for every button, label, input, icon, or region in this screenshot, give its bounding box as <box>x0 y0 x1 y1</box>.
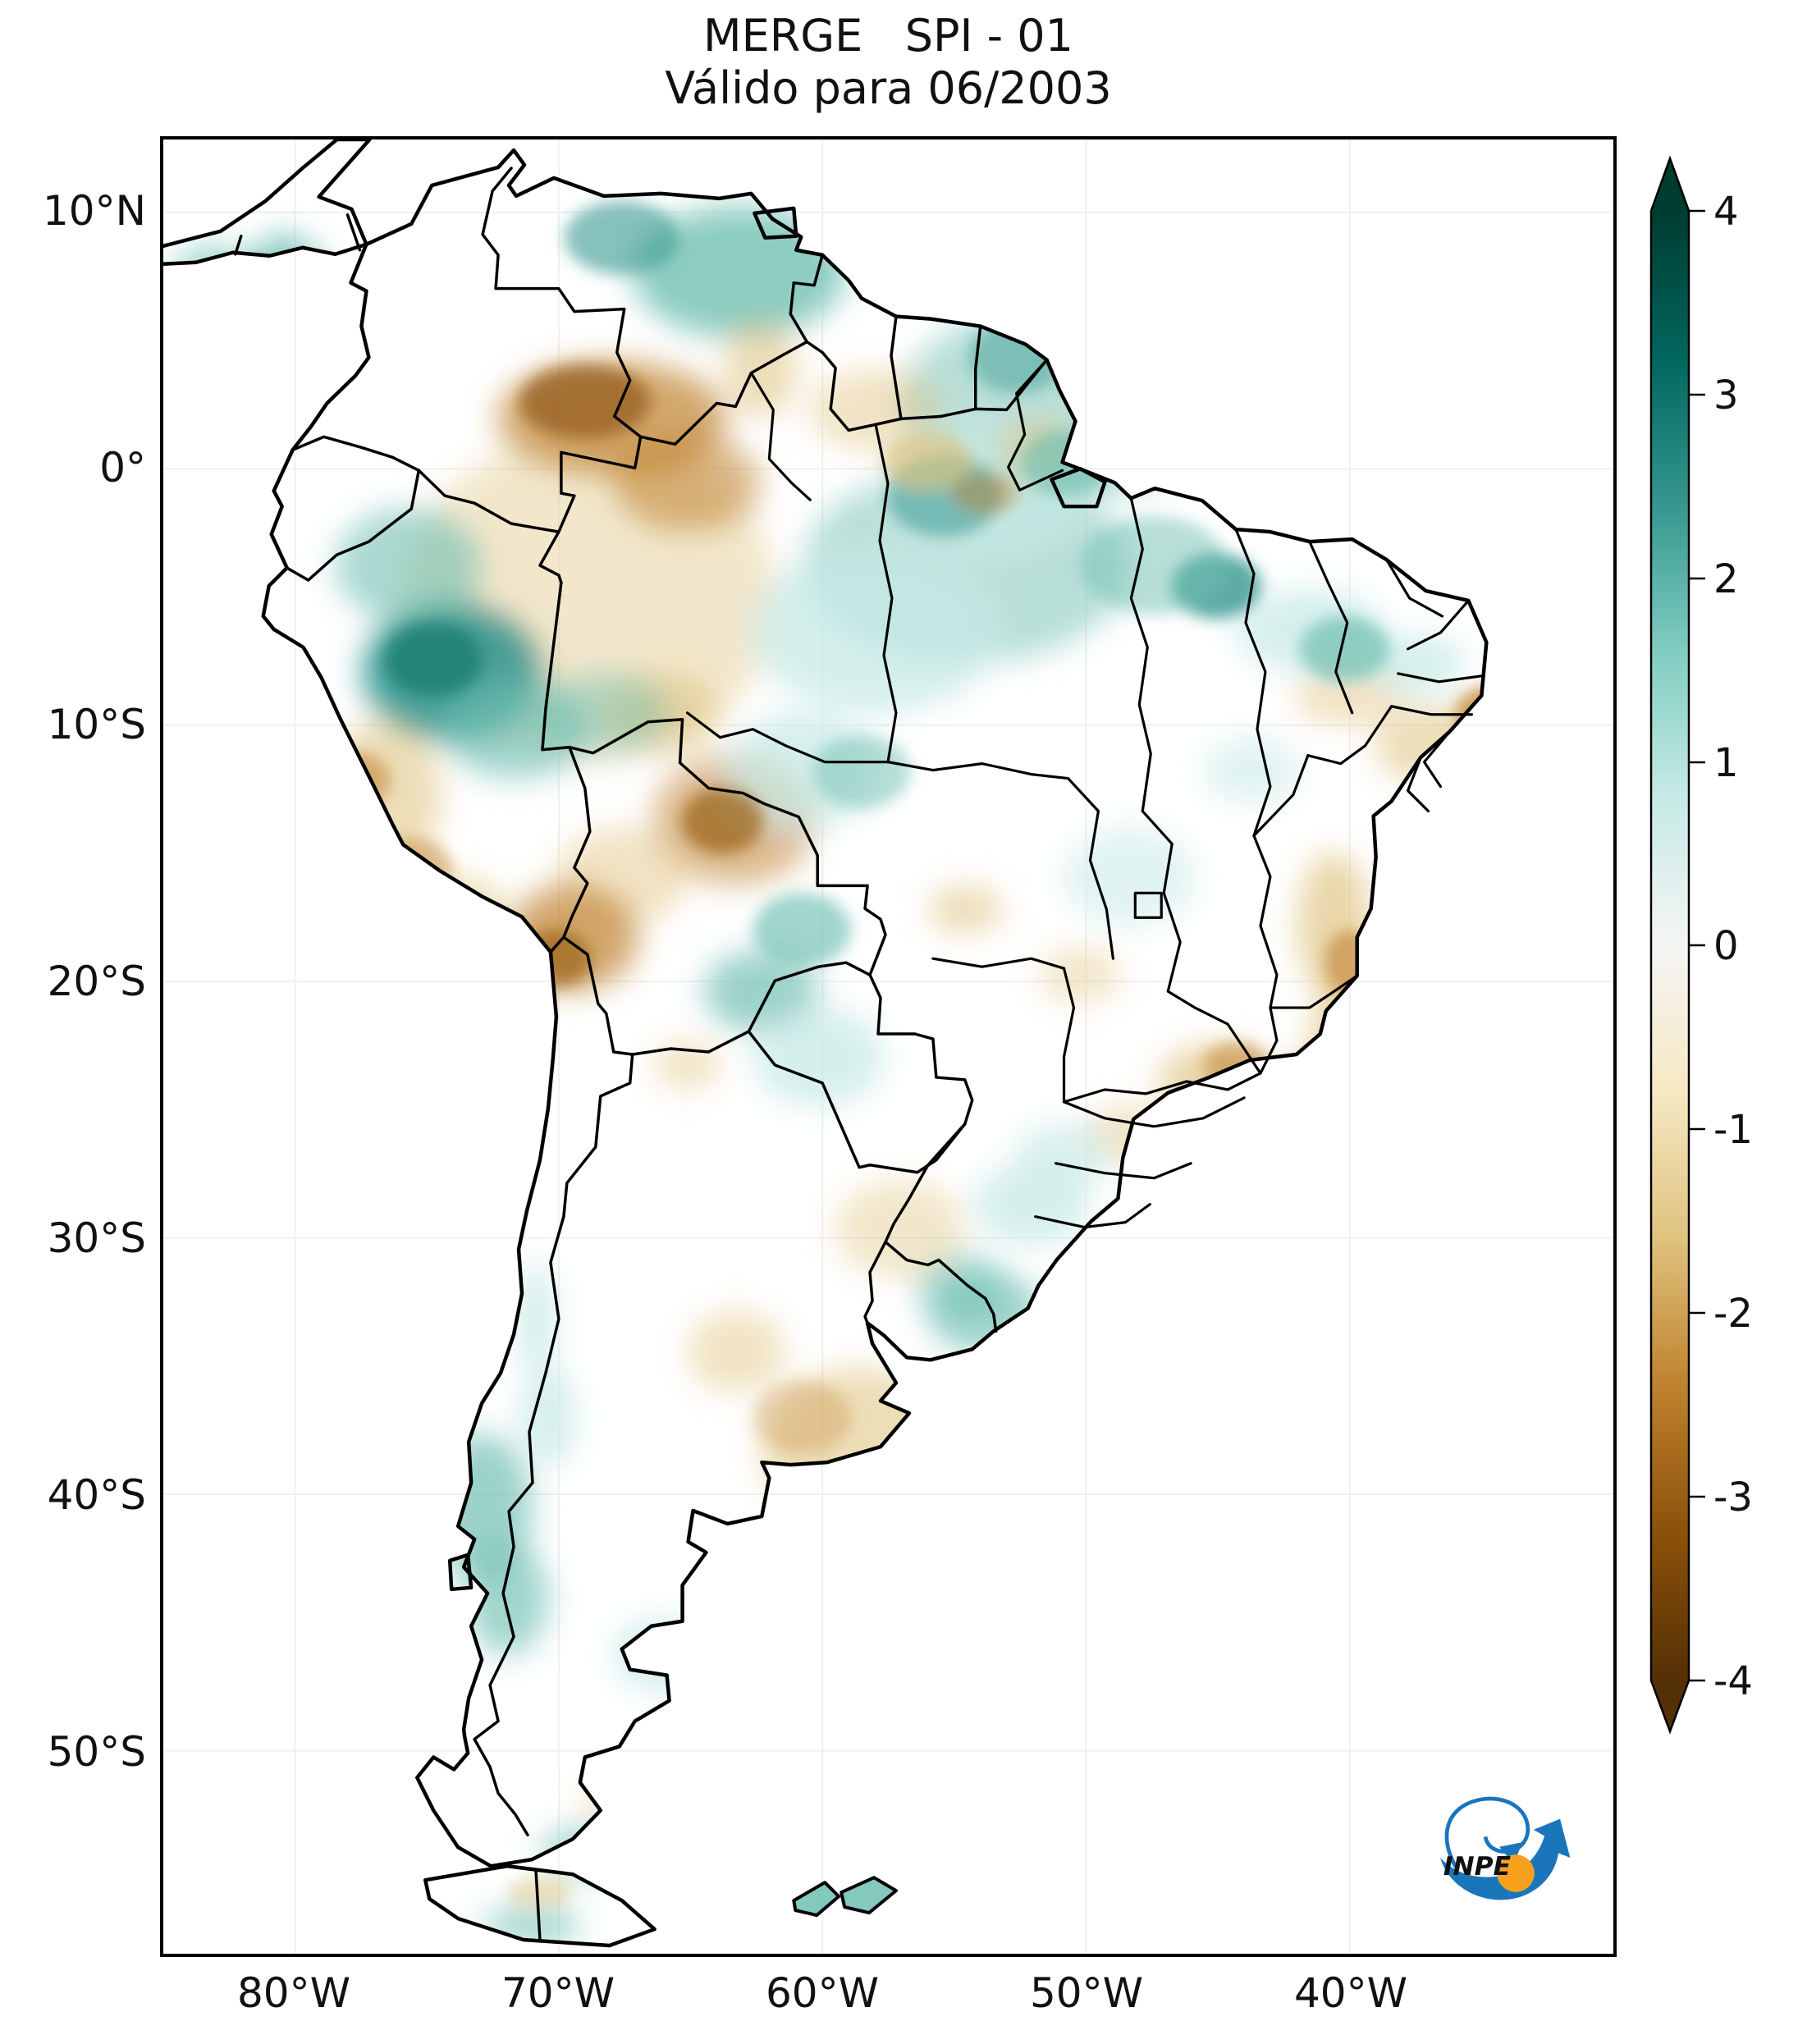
cbar-label-1: 1 <box>1713 740 1739 786</box>
lon-label-70w: 70°W <box>501 1969 615 2017</box>
lat-label-10s: 10°S <box>47 701 146 748</box>
lat-label-0: 0° <box>99 444 146 492</box>
colorbar: 4 3 2 1 0 -1 -2 -3 -4 <box>1649 155 1753 1735</box>
cbar-label-m1: -1 <box>1713 1107 1753 1153</box>
lon-label-60w: 60°W <box>765 1969 880 2017</box>
map-title: MERGE SPI - 01 <box>703 10 1073 62</box>
inpe-big-arrow <box>1440 1818 1571 1900</box>
cbar-label-4: 4 <box>1713 189 1739 235</box>
inpe-swirl-arrow <box>1444 1796 1530 1868</box>
country-borders <box>234 167 1049 1941</box>
inpe-logo: INPE <box>1440 1796 1571 1900</box>
lon-label-50w: 50°W <box>1029 1969 1144 2017</box>
lat-label-30s: 30°S <box>47 1214 146 1262</box>
cbar-label-m4: -4 <box>1713 1658 1753 1704</box>
map-canvas: INPE <box>160 136 1617 1957</box>
cbar-label-m2: -2 <box>1713 1291 1753 1337</box>
inpe-swirl-arrowhead <box>1499 1842 1523 1864</box>
colorbar-tick-labels: 4 3 2 1 0 -1 -2 -3 -4 <box>1713 189 1753 1704</box>
lat-label-10n: 10°N <box>42 187 146 235</box>
cbar-label-3: 3 <box>1713 373 1739 418</box>
inpe-sun <box>1497 1854 1535 1892</box>
colorbar-gradient-bar <box>1649 155 1690 1735</box>
south-america-map: INPE <box>163 139 1613 1954</box>
lat-label-50s: 50°S <box>47 1728 146 1776</box>
cbar-label-m3: -3 <box>1713 1475 1753 1520</box>
lat-label-20s: 20°S <box>47 958 146 1005</box>
lat-label-40s: 40°S <box>47 1471 146 1519</box>
cbar-label-2: 2 <box>1713 556 1739 602</box>
inpe-logo-text: INPE <box>1443 1852 1511 1882</box>
spi-field <box>175 200 1487 1946</box>
map-subtitle: Válido para 06/2003 <box>665 62 1112 114</box>
lon-label-80w: 80°W <box>236 1969 351 2017</box>
lon-label-40w: 40°W <box>1293 1969 1408 2017</box>
falkland-islands <box>792 1876 898 1918</box>
colorbar-ticks <box>1689 209 1705 1682</box>
coastline <box>163 139 1489 1948</box>
state-borders <box>685 358 1483 1229</box>
cbar-label-0: 0 <box>1713 923 1739 969</box>
